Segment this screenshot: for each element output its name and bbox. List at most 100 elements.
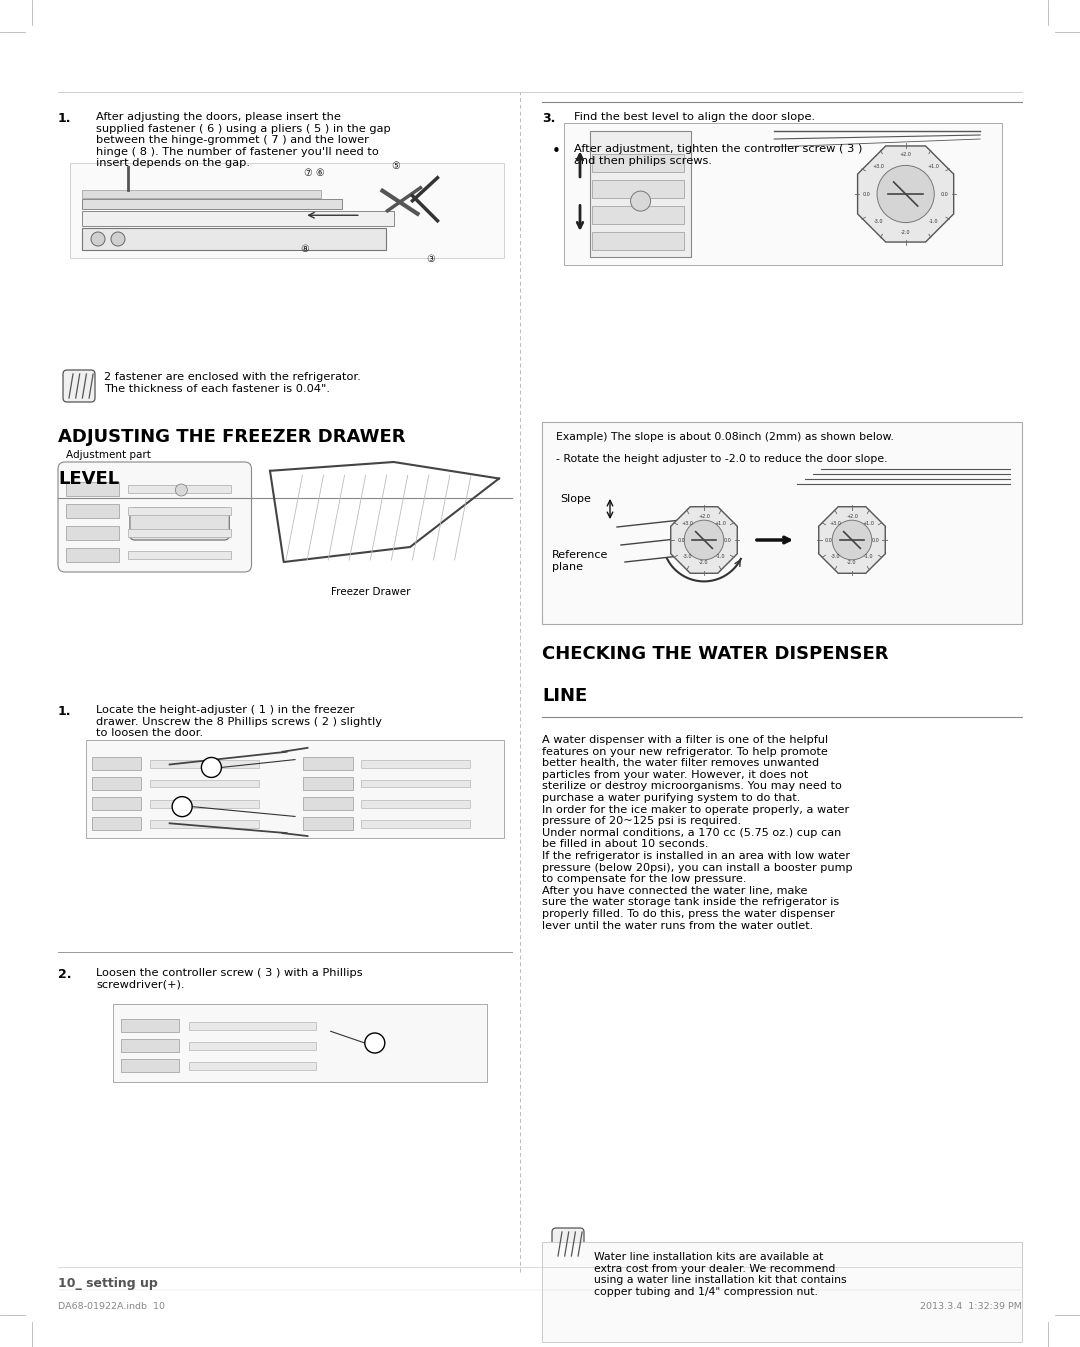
Text: Reference
plane: Reference plane (552, 550, 608, 571)
Circle shape (172, 796, 192, 816)
Text: +1.0: +1.0 (862, 521, 874, 527)
Text: 2013.3.4  1:32:39 PM: 2013.3.4 1:32:39 PM (920, 1303, 1022, 1311)
Text: ADJUSTING THE FREEZER DRAWER: ADJUSTING THE FREEZER DRAWER (58, 428, 405, 446)
Text: 0.0: 0.0 (724, 537, 731, 543)
Bar (129, 551, 231, 559)
Bar (189, 1022, 316, 1029)
Text: 0.0: 0.0 (677, 537, 685, 543)
Bar (86, 740, 504, 838)
Text: - Rotate the height adjuster to -2.0 to reduce the door slope.: - Rotate the height adjuster to -2.0 to … (556, 454, 888, 463)
Bar (362, 780, 470, 788)
Text: Loosen the controller screw ( 3 ) with a Phillips
screwdriver(+).: Loosen the controller screw ( 3 ) with a… (96, 968, 363, 990)
FancyBboxPatch shape (552, 1228, 584, 1259)
Text: -2.0: -2.0 (699, 560, 708, 566)
Text: +3.0: +3.0 (873, 164, 885, 168)
Text: 2 fastener are enclosed with the refrigerator.
The thickness of each fastener is: 2 fastener are enclosed with the refrige… (104, 372, 361, 393)
Bar (150, 760, 259, 768)
Text: Water line installation kits are available at
extra cost from your dealer. We re: Water line installation kits are availab… (594, 1251, 847, 1297)
Text: -2.0: -2.0 (847, 560, 856, 566)
Text: +1.0: +1.0 (714, 521, 726, 527)
Bar (592, 154, 684, 172)
Text: 1.: 1. (58, 112, 71, 125)
Polygon shape (858, 145, 954, 242)
Bar (121, 1018, 178, 1032)
Bar (150, 780, 259, 788)
Bar (92, 757, 141, 770)
Text: ⑦ ⑥: ⑦ ⑥ (305, 168, 325, 178)
Text: ⑤: ⑤ (391, 162, 400, 171)
Bar (129, 506, 231, 515)
Bar (362, 820, 470, 827)
Bar (542, 1242, 1022, 1342)
Bar (121, 1039, 178, 1052)
Text: 0.0: 0.0 (872, 537, 879, 543)
Text: -1.0: -1.0 (864, 554, 873, 559)
Text: +3.0: +3.0 (829, 521, 841, 527)
Circle shape (833, 520, 872, 560)
Bar (82, 199, 342, 209)
Text: ⑧: ⑧ (300, 244, 309, 255)
Text: -3.0: -3.0 (831, 554, 840, 559)
Polygon shape (671, 506, 738, 574)
Circle shape (175, 484, 187, 496)
Text: -1.0: -1.0 (716, 554, 725, 559)
Text: LINE: LINE (542, 687, 588, 704)
Text: 0.0: 0.0 (941, 191, 948, 197)
Bar (66, 548, 119, 562)
Bar (303, 757, 352, 770)
Text: +2.0: +2.0 (698, 515, 710, 520)
Bar (92, 797, 141, 810)
Text: +2.0: +2.0 (846, 515, 858, 520)
Text: 3.: 3. (542, 112, 555, 125)
Polygon shape (819, 506, 886, 574)
Bar (303, 797, 352, 810)
Text: Freezer Drawer: Freezer Drawer (330, 587, 410, 597)
Bar (82, 211, 394, 226)
Text: After adjusting the doors, please insert the
supplied fastener ( 6 ) using a pli: After adjusting the doors, please insert… (96, 112, 391, 168)
Text: 0.0: 0.0 (825, 537, 833, 543)
Text: 0.0: 0.0 (863, 191, 870, 197)
FancyBboxPatch shape (130, 508, 229, 540)
Text: -1.0: -1.0 (929, 220, 937, 224)
Text: LEVEL: LEVEL (58, 470, 119, 488)
FancyBboxPatch shape (58, 462, 252, 572)
Text: Locate the height-adjuster ( 1 ) in the freezer
drawer. Unscrew the 8 Phillips s: Locate the height-adjuster ( 1 ) in the … (96, 704, 382, 738)
Bar (82, 190, 321, 198)
Bar (590, 131, 691, 257)
Bar (129, 485, 231, 493)
FancyBboxPatch shape (63, 370, 95, 401)
Bar (592, 232, 684, 251)
Text: -3.0: -3.0 (874, 220, 882, 224)
Bar (150, 820, 259, 827)
Text: Example) The slope is about 0.08inch (2mm) as shown below.: Example) The slope is about 0.08inch (2m… (556, 432, 894, 442)
Bar (113, 1004, 487, 1082)
Bar (303, 818, 352, 830)
Text: CHECKING THE WATER DISPENSER: CHECKING THE WATER DISPENSER (542, 645, 889, 663)
Text: After adjustment, tighten the controller screw ( 3 )
and then philips screws.: After adjustment, tighten the controller… (573, 144, 862, 166)
Text: 10_ setting up: 10_ setting up (58, 1277, 158, 1290)
Bar (592, 180, 684, 198)
Text: Find the best level to align the door slope.: Find the best level to align the door sl… (573, 112, 815, 123)
Bar (564, 123, 1002, 265)
Bar (82, 228, 386, 251)
Circle shape (91, 232, 105, 247)
Circle shape (877, 166, 934, 222)
Text: Adjustment part: Adjustment part (66, 450, 151, 459)
Text: 2: 2 (179, 801, 186, 812)
Bar (70, 163, 504, 259)
Text: ③: ③ (426, 255, 434, 264)
Text: DA68-01922A.indb  10: DA68-01922A.indb 10 (58, 1303, 165, 1311)
Text: -2.0: -2.0 (901, 230, 910, 236)
Bar (92, 818, 141, 830)
Text: 2.: 2. (58, 968, 71, 981)
Bar (362, 760, 470, 768)
Text: 1: 1 (208, 762, 215, 772)
Text: 3: 3 (372, 1039, 378, 1048)
Bar (542, 422, 1022, 624)
Text: Slope: Slope (561, 494, 591, 504)
Text: A water dispenser with a filter is one of the helpful
features on your new refri: A water dispenser with a filter is one o… (542, 735, 852, 931)
Bar (92, 777, 141, 789)
Text: •: • (552, 144, 561, 159)
Bar (592, 206, 684, 224)
Bar (362, 800, 470, 807)
